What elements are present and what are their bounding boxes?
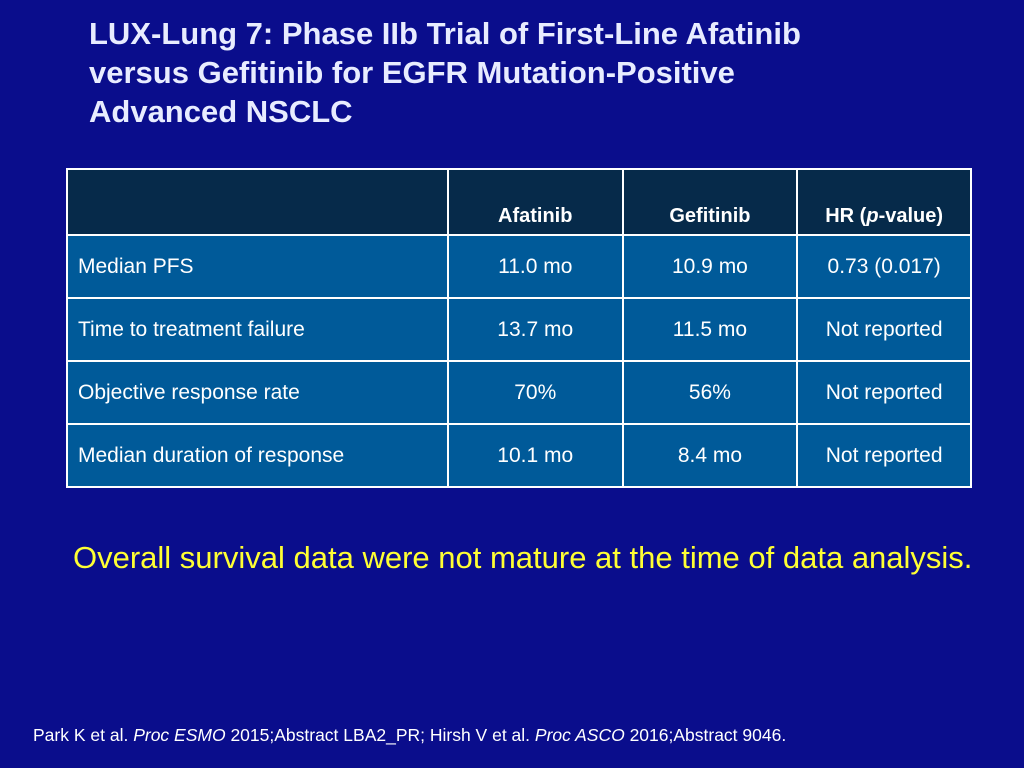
- results-table: Afatinib Gefitinib HR (p-value) Median P…: [66, 168, 972, 488]
- table-body: Median PFS 11.0 mo 10.9 mo 0.73 (0.017) …: [66, 234, 972, 488]
- row-label: Median PFS: [66, 234, 449, 299]
- afatinib-value: 13.7 mo: [446, 297, 624, 362]
- table-row: Time to treatment failure 13.7 mo 11.5 m…: [66, 297, 972, 362]
- row-label: Time to treatment failure: [66, 297, 449, 362]
- hr-value: Not reported: [796, 360, 972, 425]
- table-header: Afatinib Gefitinib HR (p-value): [66, 168, 972, 236]
- header-afatinib: Afatinib: [446, 168, 624, 236]
- title-line-1: LUX-Lung 7: Phase IIb Trial of First-Lin…: [89, 16, 801, 51]
- table-row: Median duration of response 10.1 mo 8.4 …: [66, 423, 972, 488]
- gefitinib-value: 56%: [621, 360, 799, 425]
- header-empty-cell: [66, 168, 449, 236]
- row-label: Median duration of response: [66, 423, 449, 488]
- header-hr-suffix: -value): [878, 205, 944, 227]
- title-line-3: Advanced NSCLC: [89, 94, 353, 129]
- header-row: Afatinib Gefitinib HR (p-value): [66, 168, 972, 236]
- citation-footnote: Park K et al. Proc ESMO 2015;Abstract LB…: [33, 725, 786, 746]
- table-row: Median PFS 11.0 mo 10.9 mo 0.73 (0.017): [66, 234, 972, 299]
- hr-value: 0.73 (0.017): [796, 234, 972, 299]
- hr-value: Not reported: [796, 297, 972, 362]
- header-gefitinib: Gefitinib: [621, 168, 799, 236]
- hr-value: Not reported: [796, 423, 972, 488]
- title-line-2: versus Gefitinib for EGFR Mutation-Posit…: [89, 55, 735, 90]
- afatinib-value: 10.1 mo: [446, 423, 624, 488]
- citation-journal-1: Proc ESMO: [133, 725, 226, 745]
- table-row: Objective response rate 70% 56% Not repo…: [66, 360, 972, 425]
- afatinib-value: 70%: [446, 360, 624, 425]
- slide-title: LUX-Lung 7: Phase IIb Trial of First-Lin…: [89, 14, 989, 131]
- gefitinib-value: 10.9 mo: [621, 234, 799, 299]
- gefitinib-value: 11.5 mo: [621, 297, 799, 362]
- header-hr-italic-p: p: [866, 205, 879, 227]
- survival-note: Overall survival data were not mature at…: [73, 540, 973, 575]
- afatinib-value: 11.0 mo: [446, 234, 624, 299]
- citation-part-1: Park K et al.: [33, 725, 134, 745]
- citation-journal-2: Proc ASCO: [534, 725, 625, 745]
- row-label: Objective response rate: [66, 360, 449, 425]
- citation-part-3: 2016;Abstract 9046.: [624, 725, 787, 745]
- header-hr-pvalue: HR (p-value): [796, 168, 972, 236]
- citation-part-2: 2015;Abstract LBA2_PR; Hirsh V et al.: [225, 725, 535, 745]
- gefitinib-value: 8.4 mo: [621, 423, 799, 488]
- header-hr-prefix: HR (: [825, 205, 867, 227]
